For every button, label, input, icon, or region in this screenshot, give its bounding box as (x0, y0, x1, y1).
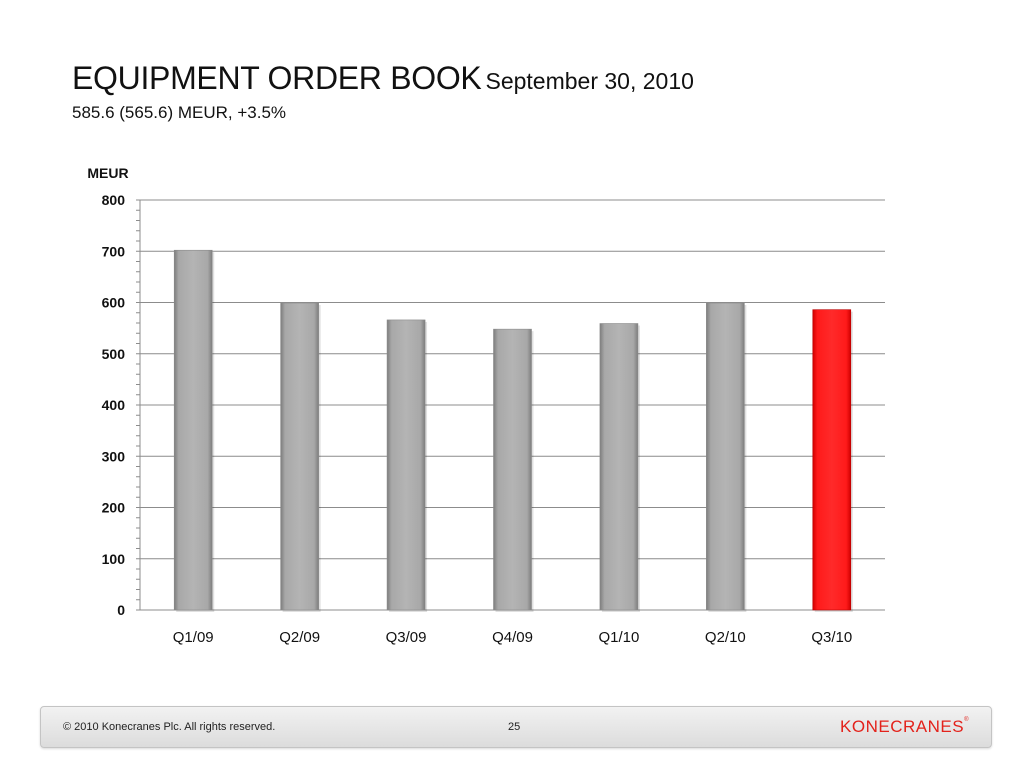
x-tick-label: Q1/09 (173, 629, 214, 646)
title-block: EQUIPMENT ORDER BOOK September 30, 2010 5… (72, 62, 694, 123)
konecranes-logo: KONECRANES® (840, 717, 969, 737)
x-tick-label: Q3/10 (811, 629, 852, 646)
bar-Q3/09 (386, 319, 426, 611)
title-date: September 30, 2010 (485, 68, 694, 94)
bar-Q3/10 (812, 309, 852, 611)
y-tick-label: 400 (102, 397, 126, 413)
x-tick-label: Q1/10 (598, 629, 639, 646)
logo-text: KONECRANES (840, 717, 965, 736)
page-number: 25 (508, 721, 521, 733)
y-tick-label: 100 (102, 551, 126, 567)
y-tick-label: 700 (102, 243, 126, 259)
bar-Q2/09 (280, 302, 319, 611)
footer-copyright: © 2010 Konecranes Plc. All rights reserv… (63, 721, 276, 733)
y-tick-label: 500 (102, 346, 126, 362)
bar-chart: 0 100 200 300 400 500 600 700 800 MEUR Q1/09 Q2/09 Q… (87, 165, 885, 646)
x-tick-label: Q3/09 (386, 629, 427, 646)
logo-registered-mark: ® (964, 717, 969, 723)
x-tick-label: Q2/09 (279, 629, 320, 646)
y-tick-label: 200 (102, 500, 126, 516)
title-line: EQUIPMENT ORDER BOOK September 30, 2010 (72, 62, 694, 94)
bar-Q1/09 (173, 249, 213, 611)
bar-Q2/10 (706, 302, 745, 611)
y-tick-label: 0 (117, 602, 125, 618)
bar-Q4/09 (493, 328, 532, 611)
y-tick-label: 300 (102, 448, 126, 464)
y-tick-label: 800 (102, 192, 126, 208)
page-subtitle: 585.6 (565.6) MEUR, +3.5% (72, 103, 287, 122)
page-title: EQUIPMENT ORDER BOOK (72, 60, 482, 96)
x-tick-label: Q4/09 (492, 629, 533, 646)
footer-bar: © 2010 Konecranes Plc. All rights reserv… (40, 706, 992, 748)
x-tick-label: Q2/10 (705, 629, 746, 646)
y-axis-label: MEUR (87, 165, 128, 181)
bar-Q1/10 (599, 323, 639, 611)
y-tick-label: 600 (102, 295, 126, 311)
